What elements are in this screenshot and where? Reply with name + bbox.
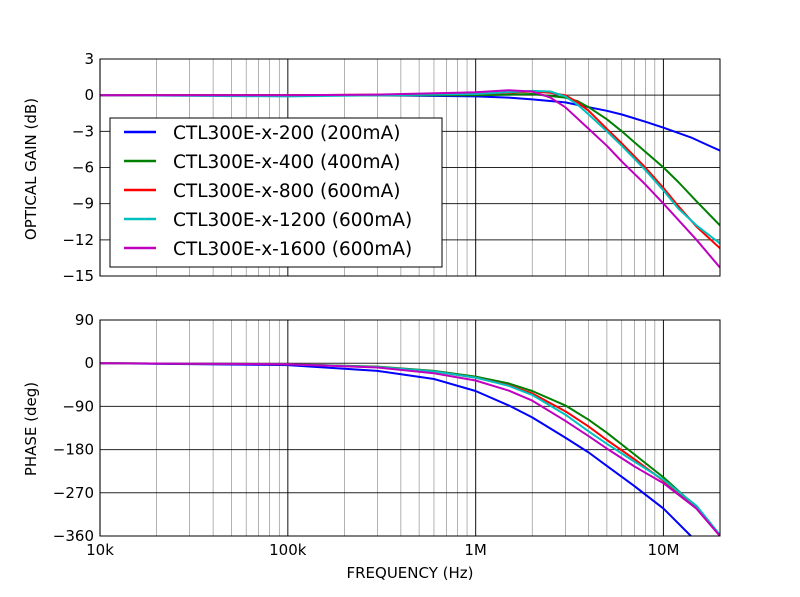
phase-y-tick-label: −180 [53, 441, 94, 459]
gain-y-tick-label: −6 [72, 159, 94, 177]
phase-y-axis-label: PHASE (deg) [22, 382, 40, 476]
x-tick-label: 100k [269, 541, 307, 559]
gain-y-tick-label: 3 [84, 50, 94, 68]
legend-label: CTL300E-x-400 (400mA) [173, 152, 400, 173]
gain-y-axis-label: OPTICAL GAIN (dB) [22, 98, 40, 240]
legend-box [109, 117, 443, 268]
x-tick-label: 10k [86, 541, 114, 559]
phase-y-ticks: 90 0 −90 −180 −270 −360 [53, 311, 94, 545]
gain-series-line-2 [100, 93, 720, 227]
phase-y-tick-label: 0 [84, 354, 94, 372]
legend-label: CTL300E-x-200 (200mA) [173, 123, 400, 144]
gain-y-tick-label: 0 [84, 86, 94, 104]
gain-y-ticks: 3 0 −3 −6 −9 −12 −15 [62, 50, 94, 285]
phase-series-line-5 [100, 362, 720, 536]
phase-y-tick-label: −90 [62, 397, 94, 415]
gain-y-tick-label: −15 [62, 267, 94, 285]
gain-y-tick-label: −12 [62, 231, 94, 249]
x-tick-label: 10M [647, 541, 679, 559]
phase-series-lines [100, 362, 720, 536]
phase-panel: 90 0 −90 −180 −270 −360 10k 100k 1M 10M PHASE (d… [22, 311, 721, 582]
legend-label: CTL300E-x-800 (600mA) [173, 181, 400, 202]
phase-y-tick-label: 90 [75, 311, 94, 329]
x-tick-label: 1M [464, 541, 487, 559]
gain-series-line-4 [100, 89, 720, 245]
phase-series-line-1 [100, 362, 692, 536]
legend-label: CTL300E-x-1600 (600mA) [173, 239, 412, 260]
gain-series-line-5 [100, 89, 720, 269]
x-axis-label: FREQUENCY (Hz) [346, 564, 473, 582]
gain-y-tick-label: −3 [72, 122, 94, 140]
phase-x-ticks: 10k 100k 1M 10M [86, 541, 679, 559]
legend-label: CTL300E-x-1200 (600mA) [173, 210, 412, 231]
legend: CTL300E-x-200 (200mA) CTL300E-x-400 (400m… [109, 117, 443, 268]
phase-plot-frame [99, 319, 721, 537]
phase-y-tick-label: −360 [53, 527, 94, 545]
gain-y-tick-label: −9 [72, 195, 94, 213]
phase-y-tick-label: −270 [53, 484, 94, 502]
gain-series-lines [100, 89, 720, 269]
gain-panel: 3 0 −3 −6 −9 −12 −15 OPTICAL GAIN (dB) CTL300E… [22, 50, 721, 285]
gain-plot-frame [99, 58, 721, 277]
